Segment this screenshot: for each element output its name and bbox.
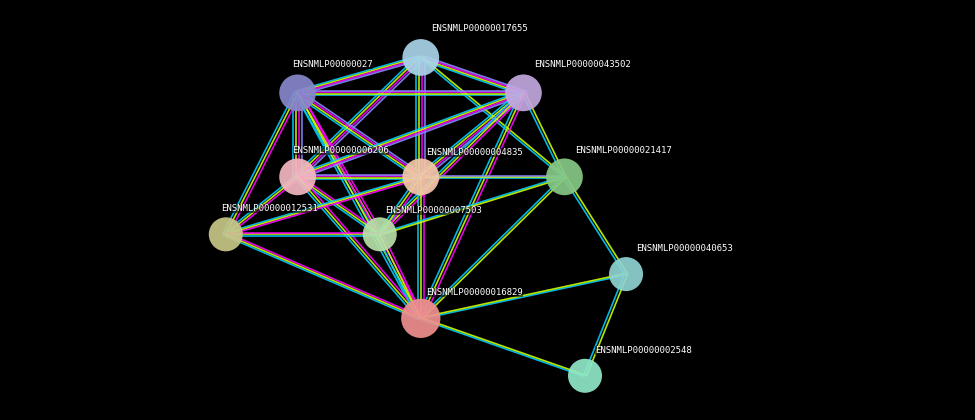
- Point: [371, 231, 387, 238]
- Text: ENSNMLP00000027: ENSNMLP00000027: [292, 60, 373, 68]
- Point: [516, 89, 531, 96]
- Point: [577, 373, 593, 379]
- Text: ENSNMLP00000006206: ENSNMLP00000006206: [292, 146, 389, 155]
- Point: [413, 173, 429, 180]
- Point: [290, 173, 305, 180]
- Text: ENSNMLP00000002548: ENSNMLP00000002548: [596, 346, 692, 355]
- Point: [413, 315, 429, 322]
- Text: ENSNMLP00000021417: ENSNMLP00000021417: [574, 146, 672, 155]
- Point: [618, 271, 634, 278]
- Point: [413, 54, 429, 61]
- Text: ENSNMLP00000004835: ENSNMLP00000004835: [426, 148, 523, 157]
- Text: ENSNMLP00000007503: ENSNMLP00000007503: [385, 206, 482, 215]
- Text: ENSNMLP00000017655: ENSNMLP00000017655: [431, 24, 527, 33]
- Text: ENSNMLP00000040653: ENSNMLP00000040653: [637, 244, 733, 253]
- Text: ENSNMLP00000012531: ENSNMLP00000012531: [220, 204, 318, 213]
- Point: [218, 231, 234, 238]
- Text: ENSNMLP00000016829: ENSNMLP00000016829: [426, 288, 523, 297]
- Point: [557, 173, 572, 180]
- Point: [290, 89, 305, 96]
- Text: ENSNMLP00000043502: ENSNMLP00000043502: [533, 60, 631, 68]
